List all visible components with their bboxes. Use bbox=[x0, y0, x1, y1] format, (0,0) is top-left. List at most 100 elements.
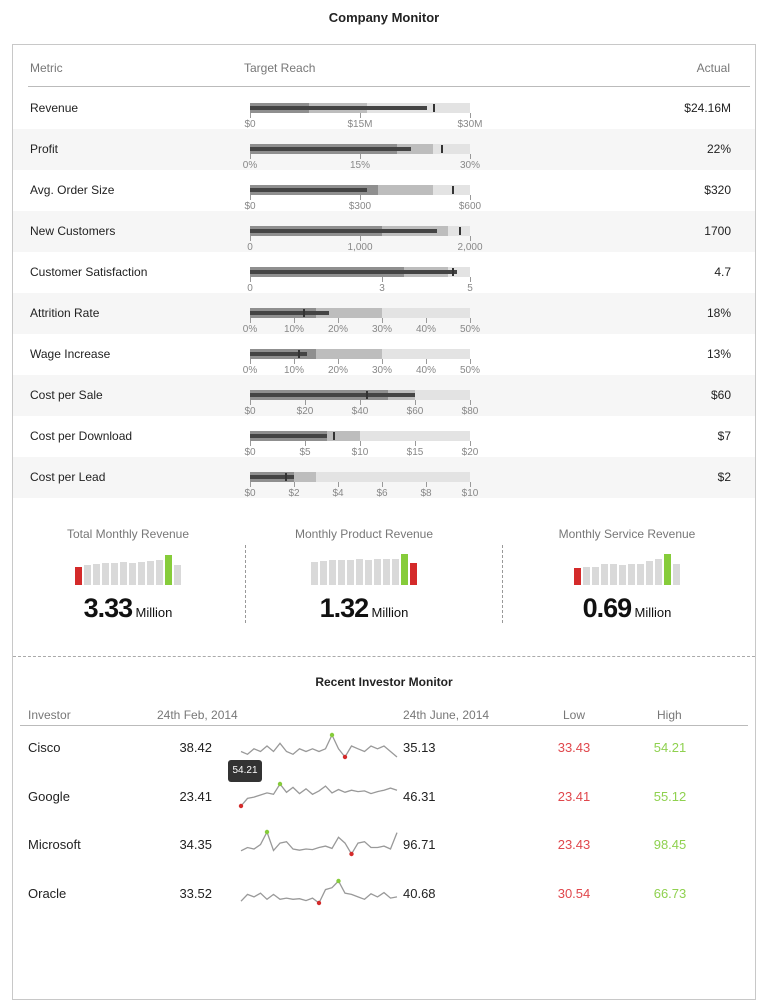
axis-tick bbox=[305, 441, 306, 446]
start-value: 33.52 bbox=[179, 885, 212, 901]
spark-bar bbox=[655, 559, 662, 585]
axis-tick-label: $0 bbox=[244, 488, 256, 499]
bullet-chart: $0 $15M $30M bbox=[244, 103, 483, 130]
axis-tick bbox=[382, 277, 383, 282]
axis-tick bbox=[250, 277, 251, 282]
bullet-chart: $0 $20 $40 $60 $80 bbox=[244, 390, 478, 417]
bullet-chart: 0% 10% 20% 30% 40% 50% bbox=[243, 349, 480, 376]
sparkline-high-point bbox=[264, 829, 270, 835]
metric-name: Avg. Order Size bbox=[30, 183, 115, 197]
spark-bar bbox=[610, 564, 617, 585]
investor-sparkline[interactable] bbox=[240, 732, 398, 760]
spark-bar bbox=[592, 567, 599, 585]
axis-tick bbox=[250, 318, 251, 323]
spark-bar bbox=[356, 559, 363, 585]
header-metric: Metric bbox=[30, 61, 63, 75]
metric-row: Wage Increase 13% 0% 10% 20% 30% 40% 50% bbox=[13, 334, 755, 376]
axis-tick-label: 0% bbox=[242, 160, 258, 171]
axis-tick-label: $0 bbox=[244, 119, 256, 130]
end-value: 46.31 bbox=[403, 788, 436, 804]
metric-row: Cost per Lead $2 $0 $2 $4 $6 $8 $10 bbox=[13, 457, 755, 499]
axis-tick bbox=[382, 359, 383, 364]
page-title: Company Monitor bbox=[328, 10, 440, 25]
investor-sparkline[interactable] bbox=[238, 781, 398, 808]
bullet-chart: 0 3 5 bbox=[247, 267, 473, 294]
axis-tick bbox=[250, 482, 251, 487]
sparkline-low-point bbox=[342, 754, 348, 760]
metric-actual: $7 bbox=[717, 429, 731, 443]
bullet-value-bar bbox=[250, 147, 412, 151]
axis-tick-label: 40% bbox=[415, 365, 437, 376]
investor-section-title: Recent Investor Monitor bbox=[315, 675, 453, 689]
sparkline-high-point bbox=[329, 732, 335, 738]
sparkline-path bbox=[240, 830, 398, 856]
investor-name: Cisco bbox=[28, 740, 61, 755]
axis-tick bbox=[294, 359, 295, 364]
spark-bar bbox=[619, 565, 626, 585]
investor-name: Oracle bbox=[28, 885, 67, 901]
axis-tick-label: 20% bbox=[327, 324, 349, 335]
metric-name: Cost per Sale bbox=[30, 388, 103, 402]
investor-sparkline[interactable] bbox=[240, 829, 398, 857]
spark-bar bbox=[628, 564, 635, 585]
header-divider bbox=[28, 86, 750, 87]
axis-tick-label: 5 bbox=[467, 283, 473, 294]
metric-actual: 18% bbox=[706, 306, 731, 320]
sparkbar-chart bbox=[517, 554, 737, 585]
widget-value: 0.69 Million bbox=[517, 593, 737, 624]
sparkbar-chart bbox=[254, 554, 474, 585]
bullet-value-bar bbox=[250, 475, 294, 479]
low-value: 23.43 bbox=[557, 837, 591, 852]
axis-tick-label: 3 bbox=[379, 283, 385, 294]
widget-unit: Million bbox=[371, 605, 409, 620]
axis-tick bbox=[470, 359, 471, 364]
axis-tick-label: 0% bbox=[242, 324, 258, 335]
spark-bar bbox=[401, 554, 408, 585]
axis-tick-label: $10 bbox=[461, 488, 479, 499]
metric-actual: 1700 bbox=[704, 224, 731, 238]
sparkline-path bbox=[240, 733, 398, 759]
bullet-target-marker bbox=[433, 104, 436, 112]
axis-tick-label: 10% bbox=[283, 324, 305, 335]
header-target-reach: Target Reach bbox=[244, 61, 316, 75]
bullet-chart: $0 $2 $4 $6 $8 $10 bbox=[244, 472, 478, 499]
revenue-sparkbar-widget: Monthly Service Revenue 0.69 Million bbox=[517, 527, 737, 624]
axis-tick bbox=[360, 195, 361, 200]
axis-tick-label: 0 bbox=[247, 242, 253, 253]
sparkline-high-point bbox=[277, 781, 283, 786]
header-start-date: 24th Feb, 2014 bbox=[157, 708, 238, 722]
bullet-chart: $0 $5 $10 $15 $20 bbox=[244, 431, 478, 458]
bullet-target-marker bbox=[298, 350, 301, 358]
investor-sparkline[interactable] bbox=[240, 878, 398, 905]
axis-tick bbox=[250, 441, 251, 446]
column-separator bbox=[502, 545, 503, 623]
axis-tick-label: $40 bbox=[351, 406, 369, 417]
axis-tick bbox=[250, 113, 251, 118]
bullet-value-bar bbox=[250, 393, 415, 397]
axis-tick bbox=[426, 359, 427, 364]
axis-tick bbox=[360, 441, 361, 446]
axis-tick-label: $15 bbox=[406, 447, 424, 458]
metric-name: Cost per Download bbox=[30, 429, 133, 443]
investor-name: Microsoft bbox=[28, 837, 81, 852]
widget-label: Monthly Product Revenue bbox=[294, 527, 434, 541]
spark-bar bbox=[410, 563, 417, 585]
widget-label: Monthly Service Revenue bbox=[558, 527, 696, 541]
metric-row: Profit 22% 0% 15% 30% bbox=[13, 129, 755, 171]
axis-tick-label: 10% bbox=[283, 365, 305, 376]
bullet-chart: 0% 10% 20% 30% 40% 50% bbox=[243, 308, 480, 335]
sparkline-high-point bbox=[336, 878, 341, 883]
end-value: 96.71 bbox=[403, 837, 436, 852]
axis-tick bbox=[470, 482, 471, 487]
metric-actual: 4.7 bbox=[714, 265, 731, 279]
axis-tick bbox=[250, 400, 251, 405]
axis-tick bbox=[470, 441, 471, 446]
axis-tick-label: 30% bbox=[371, 324, 393, 335]
axis-tick-label: $4 bbox=[332, 488, 344, 499]
spark-bar bbox=[583, 567, 590, 585]
bullet-target-marker bbox=[459, 227, 461, 235]
bullet-value-bar bbox=[250, 311, 330, 315]
high-value: 66.73 bbox=[653, 885, 687, 901]
axis-tick bbox=[360, 113, 361, 118]
axis-tick bbox=[426, 482, 427, 487]
